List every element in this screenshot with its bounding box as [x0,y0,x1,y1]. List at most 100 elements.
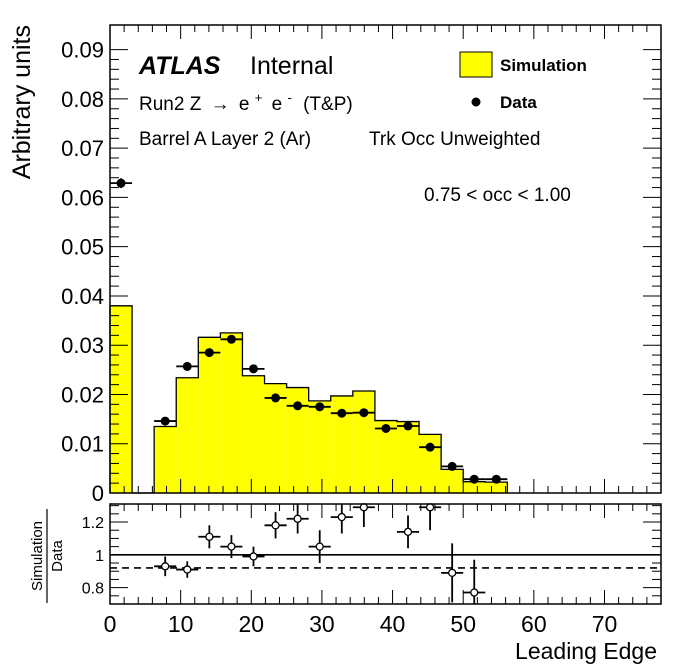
ratio-point [359,503,369,512]
ratio-point [249,552,258,561]
simulation-bar [198,337,221,493]
simulation-bar [286,387,309,493]
ratio-y-title-bottom: Data [49,540,66,572]
data-point [160,416,170,426]
data-point [315,402,325,412]
legend-data-marker [471,97,481,107]
simulation-bar [154,426,177,493]
ratio-axes: 0.8 1 1.2 0 10 20 30 40 50 60 70 [82,504,662,637]
data-point [248,364,258,374]
data-point [226,334,236,344]
main-axes: 0 0.01 0.02 0.03 0.04 0.05 0.06 0.07 0.08 0.09 [61,25,662,506]
ratio-point [183,565,192,574]
run-label-e1: e [239,94,250,115]
y-tick-label: 0 [92,481,104,506]
region-label: Barrel A Layer 2 (Ar) [139,129,311,150]
run-label-plus: + [255,90,263,105]
data-point [425,442,435,452]
simulation-bar [330,395,353,493]
data-point [381,423,391,433]
data-point [403,421,413,431]
data-point [359,408,369,418]
ratio-point [337,512,346,522]
x-tick-label: 70 [592,611,618,637]
simulation-bar [463,481,486,493]
simulation-bar [220,332,243,493]
legend: Simulation Data [459,51,587,112]
x-tick-label: 40 [380,611,406,637]
simulation-bar [374,420,397,493]
simulation-histogram [109,305,509,494]
simulation-bar [352,391,375,493]
legend-data-label: Data [500,93,537,112]
x-tick-label: 60 [521,611,547,637]
simulation-bar [176,377,199,493]
data-point [447,461,457,471]
data-point [293,401,303,411]
run-label-arrow: → [211,94,230,115]
ratio-y-tick-label: 1 [95,548,104,565]
ratio-frame [109,503,662,605]
run-label-pre: Run2 Z [139,94,202,115]
ratio-point [161,562,170,571]
internal-label: Internal [250,52,333,80]
x-tick-label: 10 [168,611,194,637]
y-tick-label: 0.08 [61,87,104,112]
simulation-bar [441,469,464,493]
simulation-bar [242,375,265,493]
simulation-bar [264,383,287,493]
y-tick-label: 0.01 [61,432,104,457]
ratio-panel: 0.8 1 1.2 0 10 20 30 40 50 60 70 Simulation Data L… [29,503,662,664]
legend-simulation-swatch [459,51,493,78]
y-tick-label: 0.09 [61,38,104,63]
ratio-y-tick-label: 1.2 [82,515,104,532]
x-tick-label: 0 [104,611,117,637]
ratio-point [227,542,236,551]
x-axis-title: Leading Edge [515,638,657,664]
ratio-y-tick-label: 0.8 [82,581,104,598]
data-point [204,348,214,358]
data-point [469,474,479,484]
ratio-y-title: Simulation Data [29,509,66,603]
y-tick-label: 0.05 [61,235,104,260]
ratio-point [470,588,479,597]
simulation-bar [485,482,508,493]
y-tick-label: 0.06 [61,185,104,210]
ratio-point [271,521,280,530]
data-point [337,408,347,418]
occupancy-label: Trk Occ Unweighted [369,129,540,150]
ratio-points [154,503,486,604]
ratio-point [315,542,324,551]
ratio-point [448,568,457,578]
run-label: Run2 Z → e + e - (T&P) [139,86,353,115]
data-point [182,361,192,371]
data-point [491,474,501,484]
simulation-outline [109,305,509,494]
y-tick-label: 0.02 [61,382,104,407]
simulation-bar [110,305,133,493]
main-frame [109,24,662,494]
ratio-point [425,503,435,512]
ratio-y-title-top: Simulation [29,521,46,591]
x-tick-label: 20 [238,611,264,637]
y-axis-title: Arbitrary units [8,25,36,179]
y-tick-label: 0.03 [61,333,104,358]
data-points [110,178,508,484]
data-point [116,178,126,188]
main-panel: 0 0.01 0.02 0.03 0.04 0.05 0.06 0.07 0.08 0.09 Ar… [8,24,662,506]
simulation-bar [396,421,420,493]
y-tick-label: 0.04 [61,284,104,309]
ratio-point [403,527,413,537]
x-tick-label: 30 [309,611,335,637]
ratio-point [293,514,302,523]
x-tick-label: 50 [450,611,476,637]
data-point [271,393,281,403]
ratio-point [205,532,214,541]
atlas-label: ATLAS [138,52,221,80]
range-label: 0.75 < occ < 1.00 [424,185,571,206]
run-label-post: (T&P) [303,94,353,115]
run-label-e2: e [272,94,283,115]
simulation-bar [419,434,442,493]
run-label-minus: - [287,90,291,105]
